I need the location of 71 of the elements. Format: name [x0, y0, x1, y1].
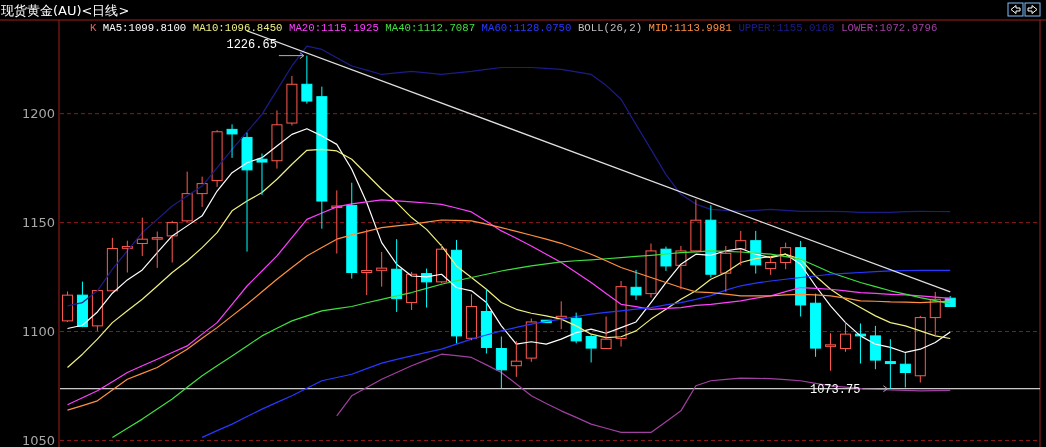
candlestick: [211, 129, 223, 188]
candlestick: [450, 239, 462, 344]
candlestick: [810, 293, 822, 358]
candlestick: [660, 246, 672, 272]
candlestick: [555, 300, 567, 330]
text: MA60:1128.0750: [481, 22, 572, 34]
candlestick: [376, 251, 388, 288]
candlestick: [615, 280, 627, 348]
y-tick-label: 1150: [21, 215, 55, 231]
candlestick: [256, 153, 268, 196]
candlestick: [510, 340, 522, 378]
candlestick: [480, 288, 492, 355]
text: MA40:1112.7087: [385, 22, 476, 34]
text: MA10:1096.8450: [192, 22, 283, 34]
text: LOWER:1072.9796: [841, 22, 938, 34]
candlestick: [301, 55, 313, 105]
candlestick: [151, 231, 163, 269]
candlestick: [106, 237, 118, 292]
candlestick: [705, 204, 717, 279]
candlestick: [929, 291, 941, 336]
candlestick: [331, 189, 343, 255]
y-tick-label: 1050: [21, 433, 55, 447]
candlestick: [241, 132, 253, 253]
y-tick-label: 1100: [21, 324, 55, 340]
candlestick: [391, 238, 403, 313]
text: K: [90, 22, 97, 34]
candlestick: [495, 336, 507, 389]
text: MA20:1115.1925: [289, 22, 379, 34]
candlestick: [675, 245, 687, 290]
candlestick: [630, 269, 642, 301]
candlestick: [346, 182, 358, 280]
text: MA5:1099.8100: [102, 22, 187, 34]
candlestick: [899, 352, 911, 389]
candlestick: [361, 228, 373, 296]
candlestick: [136, 217, 148, 257]
y-tick-label: 1200: [21, 106, 55, 122]
candlestick: [286, 75, 298, 126]
legend-title: BOLL(26,2): [577, 22, 643, 34]
candlestick: [884, 338, 896, 390]
candlestick: [181, 171, 193, 222]
annotation: 1226.65: [226, 37, 277, 52]
candlestick: [780, 242, 792, 270]
candlestick: [421, 268, 433, 309]
candlestick: [735, 230, 747, 266]
candlestick: [196, 176, 208, 208]
candlestick: [61, 290, 73, 322]
candlestick: [765, 255, 777, 276]
candlestick: [91, 290, 103, 332]
candlestick: [825, 332, 837, 372]
candlestick: [76, 281, 88, 328]
candlestick: [406, 271, 418, 311]
candlestick: [226, 123, 238, 159]
candlestick: [645, 243, 657, 299]
line-series: [201, 269, 951, 439]
candlestick: [690, 198, 702, 252]
candlestick: [600, 316, 612, 350]
candlestick: [840, 322, 851, 353]
candlestick: [436, 243, 448, 283]
candlestick: [720, 245, 732, 293]
candlestick: [465, 293, 477, 341]
text: MID:1113.9981: [648, 22, 732, 34]
candlestick: [121, 240, 133, 273]
candlestick: [585, 334, 597, 363]
candlestick: [914, 315, 926, 384]
candlestick: [854, 322, 866, 365]
candlestick: [869, 325, 881, 370]
candlestick: [316, 86, 328, 230]
chart-title: 现货黄金(AU)<日线>: [1, 3, 130, 18]
text: UPPER:1155.0168: [738, 22, 835, 34]
candlestick: [166, 220, 178, 263]
candlestick: [525, 317, 537, 363]
